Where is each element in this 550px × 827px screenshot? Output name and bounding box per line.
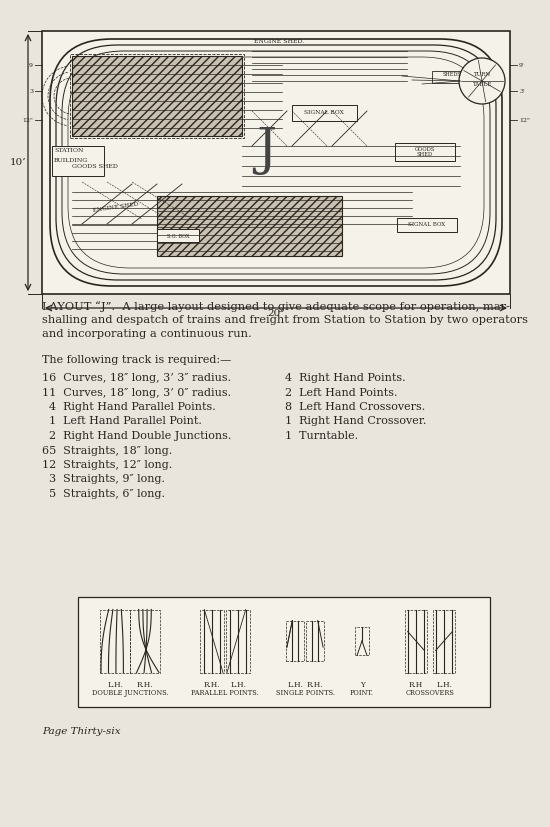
Bar	[72, 56, 242, 136]
Text: GOODS SHED: GOODS SHED	[72, 164, 118, 169]
Bar	[405, 609, 427, 672]
Text: SIGNAL BOX: SIGNAL BOX	[409, 222, 446, 227]
Text: DOUBLE JUNCTIONS.: DOUBLE JUNCTIONS.	[92, 689, 168, 697]
Bar	[52, 146, 104, 176]
Bar	[395, 143, 455, 161]
Text: SINGLE POINTS.: SINGLE POINTS.	[276, 689, 334, 697]
Text: 12  Straights, 12″ long.: 12 Straights, 12″ long.	[42, 460, 172, 470]
Text: 5  Straights, 6″ long.: 5 Straights, 6″ long.	[42, 489, 165, 499]
Text: SIGNAL BOX: SIGNAL BOX	[304, 111, 344, 116]
Text: 3': 3'	[519, 89, 525, 94]
Text: 16  Curves, 18″ long, 3’ 3″ radius.: 16 Curves, 18″ long, 3’ 3″ radius.	[42, 373, 231, 383]
Text: L.H.: L.H.	[107, 681, 123, 689]
Text: and incorporating a continuous run.: and incorporating a continuous run.	[42, 329, 252, 339]
Text: 65  Straights, 18″ long.: 65 Straights, 18″ long.	[42, 446, 172, 456]
Text: ENGINE SHED: ENGINE SHED	[92, 202, 139, 213]
Text: BUILDING: BUILDING	[54, 158, 88, 163]
Bar	[157, 196, 342, 256]
Text: 10’: 10’	[9, 158, 26, 167]
Text: 9: 9	[29, 63, 33, 68]
Text: 4  Right Hand Parallel Points.: 4 Right Hand Parallel Points.	[42, 402, 216, 412]
Text: Y: Y	[360, 681, 364, 689]
Text: 11  Curves, 18″ long, 3’ 0″ radius.: 11 Curves, 18″ long, 3’ 0″ radius.	[42, 388, 231, 398]
Text: TABLE: TABLE	[472, 82, 492, 87]
Text: 12": 12"	[22, 118, 33, 123]
Bar	[433, 609, 455, 672]
Text: R.H.: R.H.	[204, 681, 220, 689]
Text: 1  Left Hand Parallel Point.: 1 Left Hand Parallel Point.	[42, 417, 202, 427]
Text: 12": 12"	[519, 118, 530, 123]
Bar	[397, 218, 457, 232]
Bar	[306, 620, 324, 662]
Text: GOODS
SHED: GOODS SHED	[415, 146, 435, 157]
Text: 3  Straights, 9″ long.: 3 Straights, 9″ long.	[42, 475, 165, 485]
Text: 8  Left Hand Crossovers.: 8 Left Hand Crossovers.	[285, 402, 425, 412]
Bar	[286, 620, 304, 662]
Text: 9': 9'	[519, 63, 525, 68]
Text: 1  Right Hand Crossover.: 1 Right Hand Crossover.	[285, 417, 426, 427]
Text: POINT.: POINT.	[350, 689, 374, 697]
Bar	[157, 229, 199, 242]
Text: L.H.: L.H.	[436, 681, 452, 689]
Text: J: J	[256, 126, 276, 175]
Text: LAYOUT “J”.  A large layout designed to give adequate scope for operation, mar-: LAYOUT “J”. A large layout designed to g…	[42, 301, 510, 312]
Text: 3: 3	[29, 89, 33, 94]
Bar	[292, 105, 357, 121]
Text: CROSSOVERS: CROSSOVERS	[405, 689, 454, 697]
Text: Page Thirty-six: Page Thirty-six	[42, 727, 120, 736]
Text: L.H.: L.H.	[287, 681, 303, 689]
Bar	[432, 71, 472, 83]
Bar	[70, 54, 244, 138]
Text: 2  Left Hand Points.: 2 Left Hand Points.	[285, 388, 398, 398]
Bar	[226, 609, 250, 672]
Text: S.G. BOX: S.G. BOX	[167, 233, 189, 238]
Text: 4  Right Hand Points.: 4 Right Hand Points.	[285, 373, 406, 383]
Text: The following track is required:—: The following track is required:—	[42, 355, 231, 365]
Text: R.H: R.H	[409, 681, 423, 689]
Text: 2  Right Hand Double Junctions.: 2 Right Hand Double Junctions.	[42, 431, 232, 441]
Bar	[42, 31, 510, 294]
Text: SHEDS: SHEDS	[443, 73, 461, 78]
Bar	[100, 609, 130, 672]
Text: STATION: STATION	[54, 148, 84, 153]
Bar	[78, 597, 490, 707]
Circle shape	[459, 58, 505, 104]
Text: L.H.: L.H.	[230, 681, 246, 689]
Text: 20’: 20’	[268, 309, 284, 318]
Text: R.H.: R.H.	[137, 681, 153, 689]
Bar	[200, 609, 224, 672]
Text: 1  Turntable.: 1 Turntable.	[285, 431, 358, 441]
Text: PARALLEL POINTS.: PARALLEL POINTS.	[191, 689, 259, 697]
Text: shalling and despatch of trains and freight from Station to Station by two opera: shalling and despatch of trains and frei…	[42, 315, 528, 325]
Text: ENGINE SHED.: ENGINE SHED.	[254, 39, 304, 44]
Text: TURN: TURN	[474, 71, 491, 77]
Bar	[130, 609, 160, 672]
Text: R.H.: R.H.	[307, 681, 323, 689]
Bar	[355, 627, 369, 655]
